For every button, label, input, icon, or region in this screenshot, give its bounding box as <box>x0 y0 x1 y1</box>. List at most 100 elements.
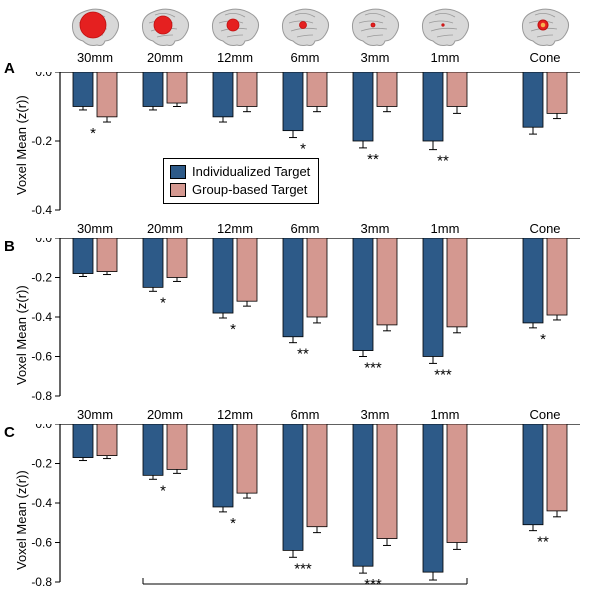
xtick-row-B: 30mm20mm12mm6mm3mm1mm Cone <box>60 221 580 239</box>
svg-text:-0.6: -0.6 <box>31 536 52 550</box>
bar-s2-30mm <box>97 72 117 117</box>
legend-individualized: Individualized Target <box>170 163 310 181</box>
legend-group: Group-based Target <box>170 181 310 199</box>
bar-s1-30mm <box>73 238 93 274</box>
bar-s2-3mm <box>377 72 397 107</box>
svg-text:0.0: 0.0 <box>35 424 52 431</box>
legend-individualized-swatch <box>170 165 186 179</box>
bar-s2-6mm <box>307 424 327 527</box>
bar-s1-3mm <box>353 238 373 351</box>
xtick-1mm: 1mm <box>410 407 480 422</box>
bar-s2-6mm <box>307 238 327 317</box>
bar-s2-3mm <box>377 238 397 325</box>
xtick-30mm: 30mm <box>60 407 130 422</box>
bar-s1-12mm <box>213 72 233 117</box>
legend-individualized-label: Individualized Target <box>192 163 310 181</box>
svg-text:-0.2: -0.2 <box>31 271 52 285</box>
sig-12mm: * <box>230 515 236 532</box>
bar-s1-1mm <box>423 238 443 357</box>
bar-s1-Cone <box>523 72 543 127</box>
xtick-3mm: 3mm <box>340 407 410 422</box>
bar-s2-3mm <box>377 424 397 539</box>
legend: Individualized Target Group-based Target <box>163 158 319 204</box>
xtick-1mm: 1mm <box>410 50 480 65</box>
brain-thumb-20mm <box>130 4 200 50</box>
bar-s2-1mm <box>447 238 467 327</box>
sig-20mm: * <box>160 482 166 499</box>
bar-s2-30mm <box>97 424 117 456</box>
bar-s1-20mm <box>143 238 163 287</box>
svg-text:-0.8: -0.8 <box>31 575 52 586</box>
svg-text:-0.2: -0.2 <box>31 457 52 471</box>
bar-s2-12mm <box>237 424 257 493</box>
svg-text:0.0: 0.0 <box>35 72 52 79</box>
bar-s1-Cone <box>523 238 543 323</box>
bar-s1-20mm <box>143 72 163 107</box>
figure-root: 30mm20mm12mm6mm3mm1mmCone A B C Voxel Me… <box>0 0 600 597</box>
xtick-12mm: 12mm <box>200 221 270 236</box>
bar-s2-30mm <box>97 238 117 272</box>
xtick-20mm: 20mm <box>130 221 200 236</box>
sig-1mm: *** <box>434 583 452 586</box>
sig-3mm: *** <box>364 576 382 586</box>
bar-s2-1mm <box>447 72 467 107</box>
sig-6mm: * <box>300 141 306 158</box>
bar-s1-3mm <box>353 424 373 566</box>
xtick-12mm: 12mm <box>200 50 270 65</box>
bar-s1-3mm <box>353 72 373 141</box>
brain-header-row <box>60 4 580 50</box>
bar-s2-12mm <box>237 238 257 301</box>
sig-3mm: *** <box>364 360 382 377</box>
legend-group-swatch <box>170 183 186 197</box>
xtick-3mm: 3mm <box>340 50 410 65</box>
bar-s2-20mm <box>167 424 187 469</box>
bar-s1-1mm <box>423 424 443 572</box>
bar-s2-20mm <box>167 238 187 278</box>
sig-20mm: * <box>160 294 166 311</box>
bar-s2-Cone <box>547 72 567 113</box>
xtick-6mm: 6mm <box>270 50 340 65</box>
bar-s1-12mm <box>213 424 233 507</box>
bar-s1-Cone <box>523 424 543 525</box>
xtick-20mm: 20mm <box>130 50 200 65</box>
xtick-6mm: 6mm <box>270 221 340 236</box>
bar-s2-20mm <box>167 72 187 103</box>
bar-s1-6mm <box>283 238 303 337</box>
brain-thumb-1mm <box>410 4 480 50</box>
bar-s1-1mm <box>423 72 443 141</box>
svg-text:-0.6: -0.6 <box>31 350 52 364</box>
xtick-1mm: 1mm <box>410 221 480 236</box>
sig-1mm: ** <box>437 153 449 170</box>
xtick-Cone: Cone <box>510 50 580 65</box>
xtick-row-C: 30mm20mm12mm6mm3mm1mmCone <box>60 407 580 425</box>
bar-s2-6mm <box>307 72 327 107</box>
bar-s1-20mm <box>143 424 163 475</box>
chart-C: 0.0 -0.2 -0.4 -0.6 -0.8 * * *** *** <box>0 424 600 586</box>
xtick-Cone: Cone <box>510 407 580 422</box>
xtick-6mm: 6mm <box>270 407 340 422</box>
sig-6mm: ** <box>297 346 309 363</box>
chart-B: 0.0-0.2-0.4-0.6-0.8 * * ** *** <box>0 238 600 400</box>
svg-text:-0.2: -0.2 <box>31 134 52 148</box>
sig-1mm: *** <box>434 366 452 383</box>
sig-3mm: ** <box>367 151 379 168</box>
svg-text:-0.8: -0.8 <box>31 389 52 400</box>
bar-s2-Cone <box>547 424 567 511</box>
svg-text:-0.4: -0.4 <box>31 496 52 510</box>
xtick-3mm: 3mm <box>340 221 410 236</box>
bar-s2-Cone <box>547 238 567 315</box>
sig-30mm: * <box>90 125 96 142</box>
brain-thumb-12mm <box>200 4 270 50</box>
bar-s1-30mm <box>73 424 93 458</box>
xtick-12mm: 12mm <box>200 407 270 422</box>
svg-text:-0.4: -0.4 <box>31 310 52 324</box>
sig-12mm: * <box>230 321 236 338</box>
bar-s2-1mm <box>447 424 467 543</box>
brain-thumb-6mm <box>270 4 340 50</box>
legend-group-label: Group-based Target <box>192 181 307 199</box>
bar-s1-12mm <box>213 238 233 313</box>
xtick-Cone: Cone <box>510 221 580 236</box>
brain-thumb-30mm <box>60 4 130 50</box>
xtick-30mm: 30mm <box>60 221 130 236</box>
bar-s2-12mm <box>237 72 257 107</box>
